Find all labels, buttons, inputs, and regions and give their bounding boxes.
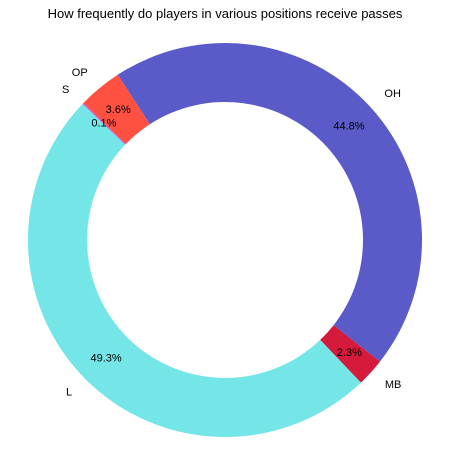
- category-label-l: L: [66, 387, 72, 399]
- value-label-oh: 44.8%: [333, 121, 364, 133]
- value-label-op: 3.6%: [106, 104, 131, 116]
- category-label-mb: MB: [385, 379, 402, 391]
- category-label-s: S: [62, 84, 69, 96]
- value-label-l: 49.3%: [91, 353, 122, 365]
- value-label-s: 0.1%: [91, 117, 116, 129]
- slices-layer: [27, 42, 423, 438]
- slice-op: [83, 74, 150, 145]
- labels-layer: 44.8% OH 2.3% MB 49.3% L 0.1% S 3.6% OP: [62, 67, 401, 398]
- slice-mb: [320, 325, 380, 383]
- category-label-op: OP: [72, 67, 88, 79]
- slice-l: [27, 103, 361, 438]
- slice-oh: [117, 42, 423, 362]
- value-label-mb: 2.3%: [337, 347, 362, 359]
- slice-s: [82, 103, 126, 145]
- chart-title: How frequently do players in various pos…: [47, 6, 403, 21]
- category-label-oh: OH: [384, 88, 401, 100]
